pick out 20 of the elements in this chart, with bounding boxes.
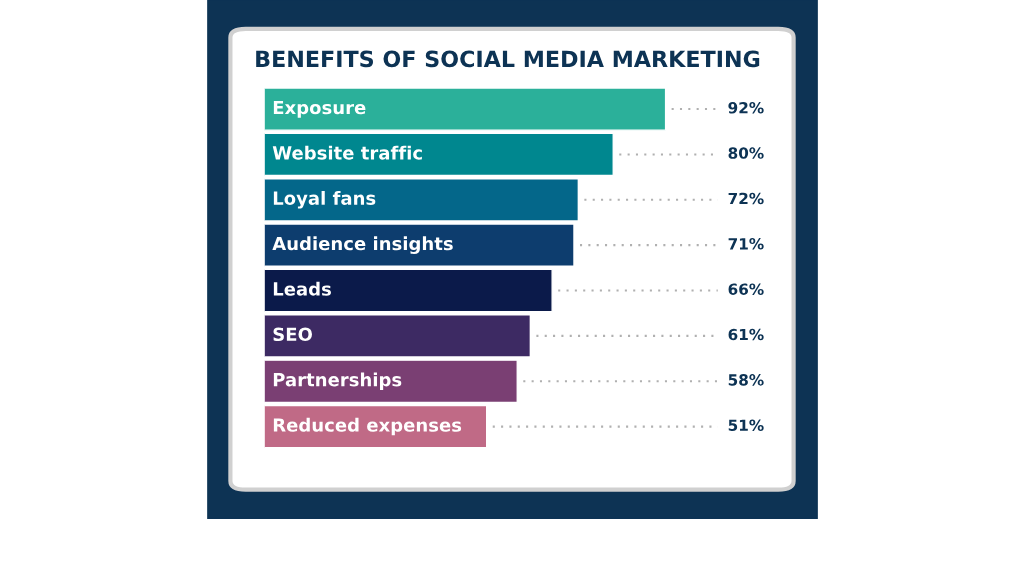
bar <box>264 87 667 131</box>
bar <box>264 268 553 313</box>
data-label: 80% <box>728 147 764 159</box>
data-label: 61% <box>728 328 764 341</box>
data-label: 72% <box>728 192 764 205</box>
y-tick-label: Audience insights <box>272 236 453 254</box>
y-tick-label: Leads <box>273 281 331 296</box>
data-label: 71% <box>728 238 764 250</box>
chart-title: BENEFITS OF SOCIAL MEDIA MARKETING <box>256 50 760 68</box>
y-tick-label: SEO <box>273 327 312 342</box>
data-label: 58% <box>728 374 764 386</box>
data-label: 92% <box>728 101 764 114</box>
y-tick-label: Partnerships <box>273 372 402 390</box>
y-tick-label: Exposure <box>273 100 366 118</box>
y-tick-label: Reduced expenses <box>273 417 462 436</box>
data-label: 66% <box>728 283 764 295</box>
bar <box>264 132 614 177</box>
y-tick-label: Website traffic <box>272 145 422 160</box>
y-tick-label: Loyal fans <box>273 190 376 209</box>
data-label: 51% <box>728 419 764 432</box>
